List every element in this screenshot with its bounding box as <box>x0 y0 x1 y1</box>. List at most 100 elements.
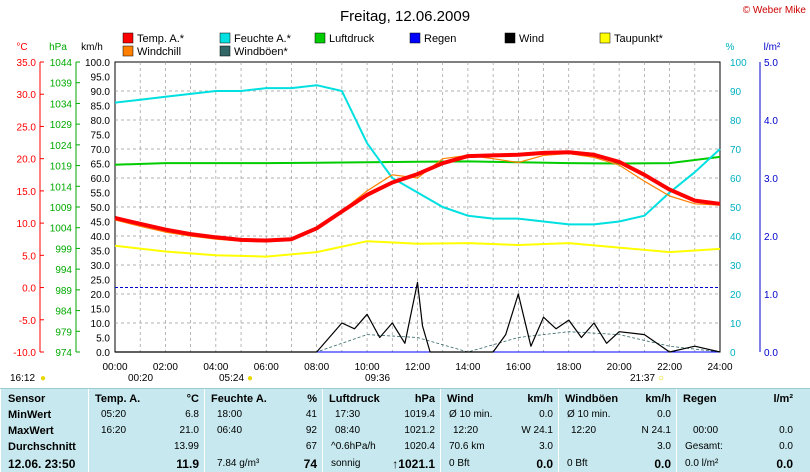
tick-label-temp: 35.0 <box>17 58 37 69</box>
tick-label-wind: 45.0 <box>91 218 111 229</box>
tick-label-wind: 60.0 <box>91 174 111 185</box>
statistics-panel: Sensor MinWert MaxWert Durchschnitt 12.0… <box>0 388 810 472</box>
tick-label-hum: 60 <box>730 174 742 185</box>
tick-label-time: 10:00 <box>355 362 380 373</box>
tick-label-wind: 90.0 <box>91 87 111 98</box>
stats-rain-unit: l/m² <box>773 393 793 405</box>
tick-label-wind: 15.0 <box>91 305 111 316</box>
legend-swatch <box>409 32 421 44</box>
stats-temp-column: Temp. A. °C 05:20 6.8 16:20 21.0 13.99 1… <box>88 389 205 472</box>
tick-label-temp: 25.0 <box>17 122 37 133</box>
tick-label-rain: 5.0 <box>764 58 778 69</box>
stats-wind-column: Wind km/h Ø 10 min. 0.0 12:20 W 24.1 70.… <box>440 389 559 472</box>
stats-wind-current: 0.0 <box>536 457 553 471</box>
legend-swatch <box>122 45 134 57</box>
tick-label-wind: 40.0 <box>91 232 111 243</box>
stats-wind-distance: 70.6 km <box>449 441 485 452</box>
tick-label-temp: 5.0 <box>22 251 36 262</box>
tick-label-time: 08:00 <box>304 362 329 373</box>
tick-label-time: 20:00 <box>607 362 632 373</box>
stats-hum-min: 41 <box>305 409 317 420</box>
stats-gust-avg-label: Ø 10 min. <box>567 409 611 420</box>
stats-wind-header: Wind <box>447 393 474 405</box>
stats-rain-value: 0.0 <box>779 425 793 436</box>
stats-wind-avg10: 0.0 <box>539 409 553 420</box>
tick-label-wind: 10.0 <box>91 319 111 330</box>
stats-temp-avg: 13.99 <box>173 441 199 452</box>
stats-sensor-column: Sensor MinWert MaxWert Durchschnitt 12.0… <box>0 389 89 472</box>
stats-rain-time: 00:00 <box>693 425 719 436</box>
tick-label-hum: 20 <box>730 290 742 301</box>
stats-hum-header: Feuchte A. <box>211 393 267 405</box>
tick-label-wind: 50.0 <box>91 203 111 214</box>
stats-gust-column: Windböen km/h Ø 10 min. 0.0 12:20 N 24.1… <box>558 389 677 472</box>
chart-series <box>114 84 721 353</box>
legend-swatch <box>122 32 134 44</box>
legend-label: Temp. A.* <box>137 33 185 45</box>
sun-moon-band: 16:12 ● 00:20 05:24 ● 09:36 21:37 ○ <box>0 373 810 387</box>
stats-press-unit: hPa <box>414 393 435 405</box>
credit-text: © Weber Mike <box>743 5 807 16</box>
stats-hum-avg: 67 <box>305 441 317 452</box>
weather-chart: °C hPa km/h% l/m² 35.0 30.0 25.0 20.0 15.0 10.0 5.… <box>13 5 807 373</box>
stats-wind-avg: 3.0 <box>539 441 553 452</box>
stats-rain-column: Regen l/m² 00:00 0.0 Gesamt: 0.0 0.0 l/m… <box>676 389 799 472</box>
moon-icon: ● <box>40 373 47 384</box>
tick-label-time: 22:00 <box>657 362 682 373</box>
stats-gust-max-time: 12:20 <box>571 425 597 436</box>
tick-label-time: 16:00 <box>506 362 531 373</box>
stats-row-avg: Durchschnitt <box>8 441 76 453</box>
chart-title: Freitag, 12.06.2009 <box>340 8 470 25</box>
stats-press-min: 1019.4 <box>404 409 435 420</box>
tick-label-wind: 20.0 <box>91 290 111 301</box>
series-temp-a <box>114 150 721 243</box>
tick-label-temp: -10.0 <box>13 348 36 359</box>
stats-temp-max: 21.0 <box>179 425 199 436</box>
tick-label-time: 24:00 <box>707 362 732 373</box>
tick-label-wind: 35.0 <box>91 247 111 258</box>
tick-label-hum: 50 <box>730 203 742 214</box>
tick-label-wind: 100.0 <box>85 58 110 69</box>
sunset-time: 21:37 <box>630 373 656 384</box>
tick-label-press: 1024 <box>50 141 73 152</box>
stats-gust-header: Windböen <box>565 393 619 405</box>
tick-label-press: 994 <box>55 265 72 276</box>
stats-gust-current: 0.0 <box>654 457 671 471</box>
stats-wind-max-time: 12:20 <box>453 425 479 436</box>
stats-rain-total-label: Gesamt: <box>685 441 723 452</box>
tick-label-wind: 5.0 <box>96 334 110 345</box>
legend-label: Feuchte A.* <box>234 33 292 45</box>
tick-label-press: 989 <box>55 286 72 297</box>
tick-label-rain: 1.0 <box>764 290 778 301</box>
chart-axes: °C hPa km/h% l/m² 35.0 30.0 25.0 20.0 15.0 10.0 5.… <box>13 42 781 373</box>
stats-rain-total: 0.0 <box>779 441 793 452</box>
tick-label-time: 12:00 <box>405 362 430 373</box>
stats-wind-bft: 0 Bft <box>449 458 470 469</box>
stats-row-max: MaxWert <box>8 425 54 437</box>
tick-label-wind: 80.0 <box>91 116 111 127</box>
stats-rain-sum: 0.0 l/m² <box>685 458 719 469</box>
tick-label-hum: 30 <box>730 261 742 272</box>
moon-time-a: 00:20 <box>128 373 154 384</box>
tick-label-wind: 95.0 <box>91 73 111 84</box>
tick-label-time: 06:00 <box>254 362 279 373</box>
axis-unit-temp: °C <box>16 42 27 53</box>
tick-label-wind: 30.0 <box>91 261 111 272</box>
legend-label: Windböen* <box>234 46 289 58</box>
tick-label-wind: 0.0 <box>96 348 110 359</box>
tick-label-press: 984 <box>55 307 72 318</box>
stats-wind-unit: km/h <box>527 393 553 405</box>
tick-label-rain: 4.0 <box>764 116 778 127</box>
stats-hum-column: Feuchte A. % 18:00 41 06:40 92 67 7.84 g… <box>204 389 323 472</box>
tick-label-press: 1019 <box>50 162 73 173</box>
stats-gust-avg: 3.0 <box>657 441 671 452</box>
axis-unit-hum: % <box>726 42 735 53</box>
stats-gust-max: N 24.1 <box>641 425 671 436</box>
stats-temp-current: 11.9 <box>176 457 199 471</box>
tick-label-temp: -5.0 <box>19 316 37 327</box>
stats-press-state: sonnig <box>331 458 361 469</box>
stats-press-avg: 1020.4 <box>404 441 435 452</box>
moon-time-b: 09:36 <box>365 373 391 384</box>
stats-current-time: 12.06. 23:50 <box>8 457 76 471</box>
stats-hum-max-time: 06:40 <box>217 425 243 436</box>
